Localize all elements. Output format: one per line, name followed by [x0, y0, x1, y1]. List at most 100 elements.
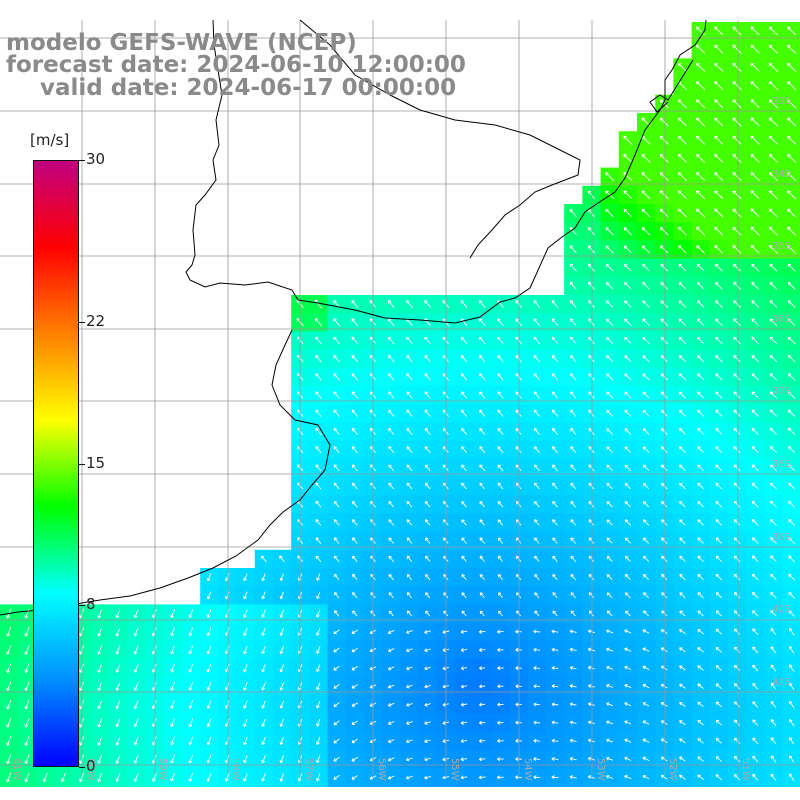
wind-arrow [733, 774, 741, 781]
wind-arrow [641, 153, 651, 163]
wind-arrow [387, 629, 395, 634]
wind-arrow [533, 318, 541, 327]
wind-arrow [552, 610, 558, 617]
wind-arrow [24, 718, 30, 728]
wind-speed-cell [782, 40, 800, 59]
wind-arrow [424, 300, 432, 308]
wind-arrow [115, 754, 121, 764]
wind-arrow [351, 775, 359, 780]
wind-arrow [696, 44, 706, 54]
wind-arrow [751, 573, 759, 581]
wind-arrow [42, 772, 48, 783]
wind-arrow [188, 609, 194, 618]
wind-speed-cell [782, 768, 800, 787]
wind-arrow [569, 775, 577, 780]
wind-arrow [787, 26, 797, 36]
wind-arrow [243, 573, 248, 582]
wind-arrow [351, 482, 358, 490]
wind-arrow [751, 281, 760, 290]
wind-arrow [533, 336, 541, 345]
wind-arrow [641, 172, 651, 182]
wind-arrow [152, 772, 157, 782]
wind-arrow [333, 702, 340, 707]
wind-arrow [243, 645, 248, 655]
wind-arrow [24, 754, 30, 764]
wind-arrow [351, 354, 359, 363]
wind-arrow [405, 775, 413, 780]
longitude-label: 56W [376, 758, 387, 781]
wind-arrow [333, 774, 340, 780]
wind-arrow [788, 555, 796, 563]
wind-arrow [333, 373, 340, 381]
wind-arrow [279, 645, 285, 655]
wind-arrow [551, 629, 559, 634]
wind-arrow [715, 336, 723, 345]
wind-arrow [768, 117, 779, 127]
wind-arrow [479, 391, 486, 399]
wind-arrow [624, 282, 632, 290]
wind-arrow [315, 373, 322, 381]
wind-arrow [533, 738, 541, 743]
wind-arrow [479, 684, 486, 689]
wind-arrow [170, 700, 175, 709]
wind-arrow [316, 664, 321, 673]
wind-speed-cell [782, 149, 800, 169]
wind-arrow [697, 719, 704, 726]
wind-arrow [351, 427, 358, 435]
wind-arrow [768, 135, 779, 145]
wind-arrow [696, 208, 706, 218]
wind-arrow [6, 663, 12, 674]
wind-arrow [316, 700, 321, 709]
colorbar-tick-label: 8 [86, 595, 96, 614]
wind-arrow [424, 721, 431, 725]
wind-arrow [533, 427, 540, 435]
wind-arrow [678, 245, 687, 254]
wind-arrow [714, 62, 724, 72]
wind-arrow [769, 263, 778, 272]
wind-arrow [715, 519, 723, 526]
wind-arrow [188, 700, 194, 709]
wind-arrow [606, 738, 614, 743]
wind-arrow [642, 391, 650, 399]
wind-arrow [733, 263, 742, 272]
wind-speed-cell [782, 367, 800, 387]
wind-arrow [751, 336, 760, 345]
wind-arrow [261, 609, 266, 618]
wind-speed-cell [782, 531, 800, 551]
wind-arrow [588, 464, 595, 472]
wind-arrow [478, 775, 486, 780]
wind-arrow [425, 573, 431, 581]
wind-arrow [750, 62, 760, 72]
wind-speed-cell [782, 622, 800, 642]
wind-arrow [769, 300, 778, 308]
wind-arrow [641, 208, 651, 218]
wind-arrow [733, 628, 741, 635]
wind-arrow [697, 446, 705, 454]
wind-arrow [588, 555, 595, 562]
wind-arrow [659, 99, 669, 109]
wind-speed-cell [782, 204, 800, 223]
wind-arrow [115, 736, 121, 746]
wind-arrow [351, 409, 358, 417]
wind-arrow [406, 555, 413, 562]
wind-arrow [352, 573, 358, 581]
wind-arrow [406, 354, 413, 363]
wind-arrow [333, 610, 340, 617]
wind-arrow [315, 464, 322, 472]
wind-arrow [788, 627, 795, 636]
wind-arrow [769, 409, 778, 417]
wind-arrow [206, 645, 212, 655]
wind-arrow [406, 610, 413, 617]
wind-arrow [478, 336, 486, 345]
wind-arrow [732, 208, 742, 218]
wind-arrow [424, 409, 431, 417]
wind-arrow [351, 336, 359, 345]
map-title-model: modelo GEFS-WAVE (NCEP) [6, 30, 357, 56]
wind-arrow [697, 573, 704, 581]
latitude-label: 35S [772, 241, 791, 252]
wind-arrow [787, 208, 797, 218]
wind-arrow [261, 718, 266, 727]
wind-arrow [715, 446, 723, 454]
wind-arrow [732, 153, 742, 163]
wind-arrow [461, 537, 467, 544]
